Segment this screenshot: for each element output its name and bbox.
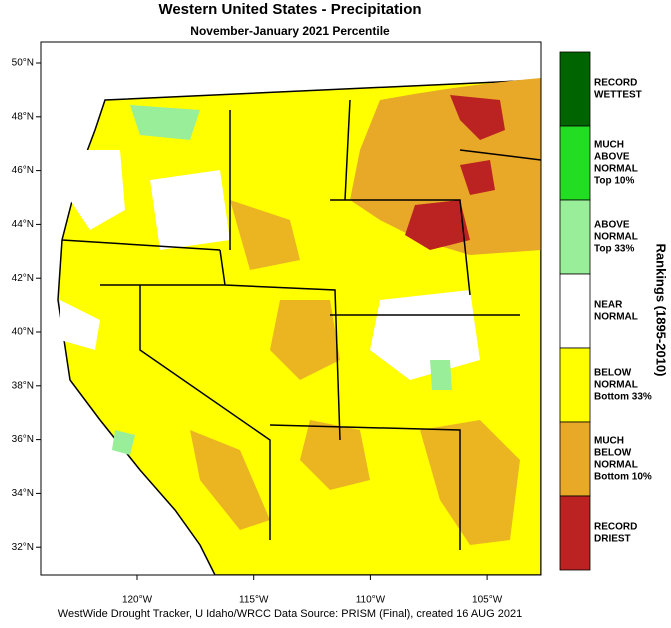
- legend-title: Rankings (1895-2010): [654, 244, 669, 377]
- subtitle: November-January 2021 Percentile: [190, 24, 390, 38]
- legend-label: Top 10%: [594, 176, 634, 187]
- legend-label: WETTEST: [594, 90, 642, 101]
- legend-label: Bottom 33%: [594, 392, 652, 403]
- legend-label: RECORD: [594, 78, 637, 89]
- lon-label: 105°W: [472, 595, 503, 606]
- lat-label: 36°N: [12, 434, 34, 445]
- legend-label: BELOW: [594, 448, 632, 459]
- legend-label: NORMAL: [594, 380, 638, 391]
- lat-label: 46°N: [12, 165, 34, 176]
- legend-swatch: [559, 199, 591, 275]
- legend-label: NEAR: [594, 300, 623, 311]
- legend-label: NORMAL: [594, 460, 638, 471]
- map-frame: [40, 41, 542, 576]
- legend-label: ABOVE: [594, 152, 630, 163]
- lon-label: 110°W: [356, 595, 386, 606]
- legend-label: ABOVE: [594, 220, 630, 231]
- legend-label: NORMAL: [594, 312, 638, 323]
- lat-label: 38°N: [12, 380, 34, 391]
- legend-label: DRIEST: [594, 534, 631, 545]
- lat-label: 34°N: [12, 488, 34, 499]
- legend-label: Bottom 10%: [594, 472, 652, 483]
- legend-swatch: [559, 421, 591, 497]
- legend-label: Top 33%: [594, 244, 634, 255]
- lon-label: 120°W: [122, 595, 153, 606]
- legend-swatch: [559, 125, 591, 201]
- legend-swatch: [559, 273, 591, 349]
- map: [41, 42, 541, 575]
- legend-swatch: [559, 495, 591, 571]
- axis-labels: 50°N 48°N 46°N 44°N 42°N 40°N 38°N 36°N 34°N 32°N…: [12, 58, 503, 606]
- lat-label: 32°N: [12, 542, 34, 553]
- lat-label: 50°N: [12, 58, 34, 69]
- legend-label: BELOW: [594, 368, 632, 379]
- lat-label: 44°N: [12, 219, 34, 230]
- footer: WestWide Drought Tracker, U Idaho/WRCC D…: [58, 608, 522, 620]
- legend-label: MUCH: [594, 140, 624, 151]
- legend-label: NORMAL: [594, 164, 638, 175]
- legend-label: RECORD: [594, 522, 637, 533]
- lat-label: 42°N: [12, 273, 34, 284]
- lat-label: 48°N: [12, 111, 34, 122]
- title: Western United States - Precipitation: [158, 1, 421, 18]
- legend-label: NORMAL: [594, 232, 638, 243]
- legend-swatch: [559, 51, 591, 127]
- legend-swatch: [559, 347, 591, 423]
- legend-label: MUCH: [594, 436, 624, 447]
- lon-label: 115°W: [239, 595, 269, 606]
- lat-label: 40°N: [12, 327, 34, 338]
